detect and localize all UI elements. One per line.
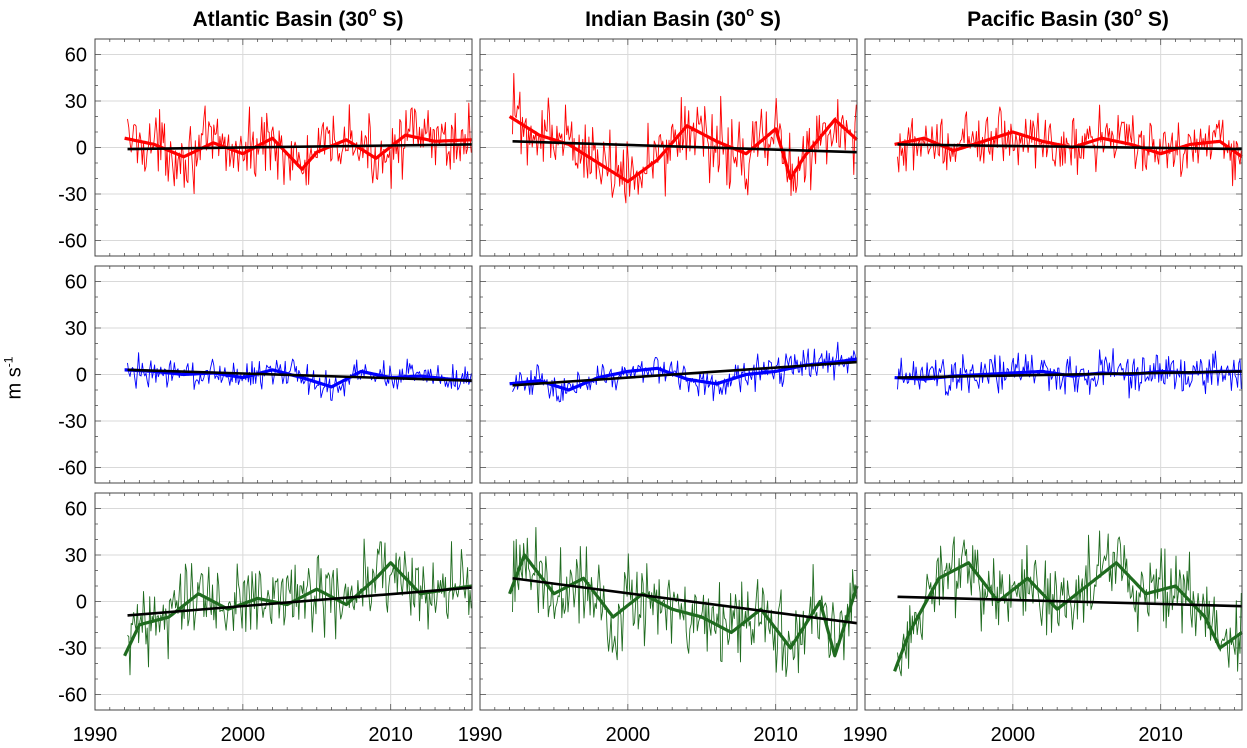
x-tick-label: 2010 [753, 724, 798, 746]
panel-2-indian-trend-line [512, 360, 858, 387]
x-tick-label: 2000 [606, 724, 651, 746]
column-title-pacific: Pacific Basin (30o S) [967, 4, 1169, 31]
x-tick-label: 2010 [1138, 724, 1183, 746]
panel-3-pacific-monthly-series [897, 530, 1242, 677]
panel-2-atlantic-trend-line [127, 368, 473, 382]
panel-1-atlantic-trend-line [127, 143, 473, 151]
y-tick-label: 60 [65, 499, 87, 521]
panel-1-indian-trend-line [512, 140, 858, 154]
y-tick-label: -60 [58, 458, 87, 480]
y-tick-label: -60 [58, 685, 87, 707]
y-tick-label: -30 [58, 638, 87, 660]
y-tick-label: 60 [65, 45, 87, 67]
y-tick-label: 30 [65, 318, 87, 340]
panel-3-indian-trend-line [512, 576, 858, 625]
y-tick-label: 0 [76, 592, 87, 614]
panel-3-atlantic-trend-line [127, 586, 473, 617]
panel-1-pacific-trend-line [897, 143, 1243, 151]
x-tick-label: 2010 [368, 724, 413, 746]
x-tick-label: 1990 [843, 724, 888, 746]
y-tick-label: 0 [76, 138, 87, 160]
x-tick-label: 2000 [221, 724, 266, 746]
panel-2-pacific-trend-line [897, 370, 1243, 379]
x-tick-label: 1990 [458, 724, 503, 746]
panel-2-atlantic-smoothed-series [124, 368, 473, 389]
y-tick-label: -30 [58, 184, 87, 206]
panel-2-pacific-frame [864, 265, 1243, 484]
panel-1-indian-frame [479, 38, 858, 257]
panel-3-atlantic-frame [94, 492, 473, 711]
y-tick-label: 0 [76, 365, 87, 387]
x-tick-label: 2000 [991, 724, 1036, 746]
panel-1-atlantic-smoothed-series [124, 133, 473, 171]
y-tick-label: -30 [58, 411, 87, 433]
y-tick-label: -60 [58, 231, 87, 253]
panel-2-pacific-monthly-series [897, 348, 1242, 399]
x-tick-label: 1990 [73, 724, 118, 746]
panel-3-pacific-trend-line [897, 595, 1243, 608]
panel-3-pacific-frame [864, 492, 1243, 711]
y-tick-label: 30 [65, 91, 87, 113]
y-tick-label: 60 [65, 272, 87, 294]
panel-2-indian-monthly-series [512, 341, 857, 403]
panel-1-atlantic-frame [94, 38, 473, 257]
panel-3-atlantic-smoothed-series [123, 561, 473, 657]
panel-2-atlantic-frame [94, 265, 473, 484]
panel-3-indian-monthly-series [512, 526, 857, 678]
panel-2-indian-frame [479, 265, 858, 484]
panel-1-atlantic-monthly-series [127, 102, 472, 195]
y-tick-label: 30 [65, 545, 87, 567]
column-title-indian: Indian Basin (30o S) [585, 4, 781, 31]
column-title-atlantic: Atlantic Basin (30o S) [192, 4, 404, 31]
panel-3-indian-frame [479, 492, 858, 711]
panel-1-pacific-frame [864, 38, 1243, 257]
